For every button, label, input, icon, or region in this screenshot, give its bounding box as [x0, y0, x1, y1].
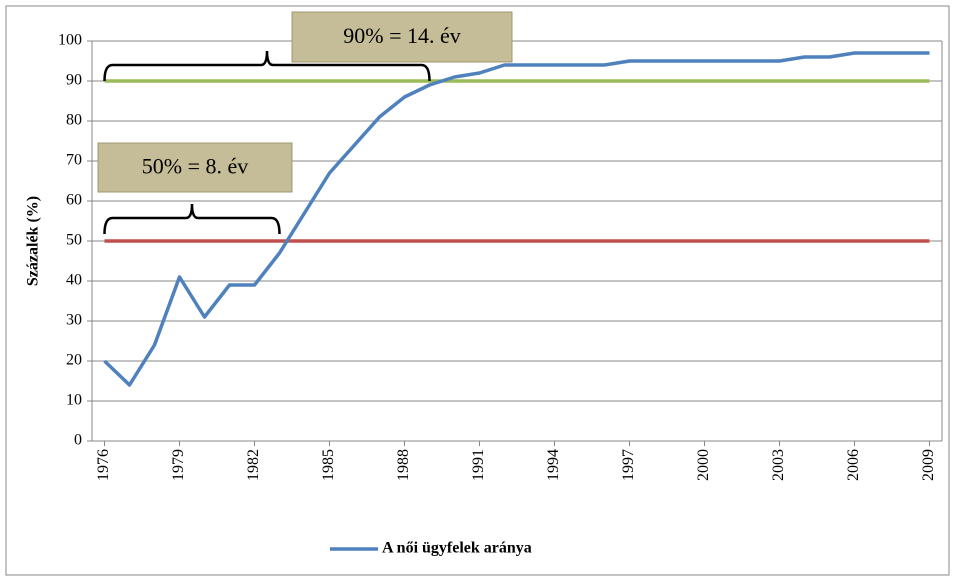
y-tick-label: 80 [66, 112, 82, 129]
data-line [103, 51, 930, 387]
x-tick-label: 1976 [95, 449, 112, 481]
x-tick-label: 1991 [470, 449, 487, 481]
y-tick-label: 40 [66, 272, 82, 289]
x-tick-label: 2006 [845, 449, 862, 481]
y-tick-label: 20 [66, 352, 82, 369]
brace [103, 50, 431, 82]
annotation-text: 90% = 14. év [343, 23, 461, 48]
x-tick-label: 1979 [170, 449, 187, 481]
annotation-box [97, 142, 293, 193]
legend-label: A női ügyfelek aránya [382, 540, 532, 557]
y-tick-label: 50 [66, 232, 82, 249]
annotation-box [291, 11, 513, 63]
x-tick-label: 1985 [320, 449, 337, 481]
y-tick-label: 100 [58, 32, 82, 49]
y-tick-label: 60 [66, 192, 82, 209]
brace [103, 203, 281, 235]
y-tick-label: 10 [66, 392, 82, 409]
x-tick-label: 2009 [920, 449, 937, 481]
x-tick-label: 1997 [620, 449, 637, 481]
y-tick-label: 70 [66, 152, 82, 169]
annotation-text: 50% = 8. év [142, 154, 249, 179]
x-tick-label: 1988 [395, 449, 412, 481]
y-tick-label: 30 [66, 312, 82, 329]
y-tick-label: 90 [66, 72, 82, 89]
y-tick-label: 0 [74, 432, 82, 449]
x-tick-label: 2000 [695, 449, 712, 481]
x-tick-label: 2003 [770, 449, 787, 481]
y-axis-label: Százalék (%) [25, 196, 42, 286]
chart-border [5, 5, 950, 576]
x-tick-label: 1994 [545, 449, 562, 481]
x-tick-label: 1982 [245, 449, 262, 481]
